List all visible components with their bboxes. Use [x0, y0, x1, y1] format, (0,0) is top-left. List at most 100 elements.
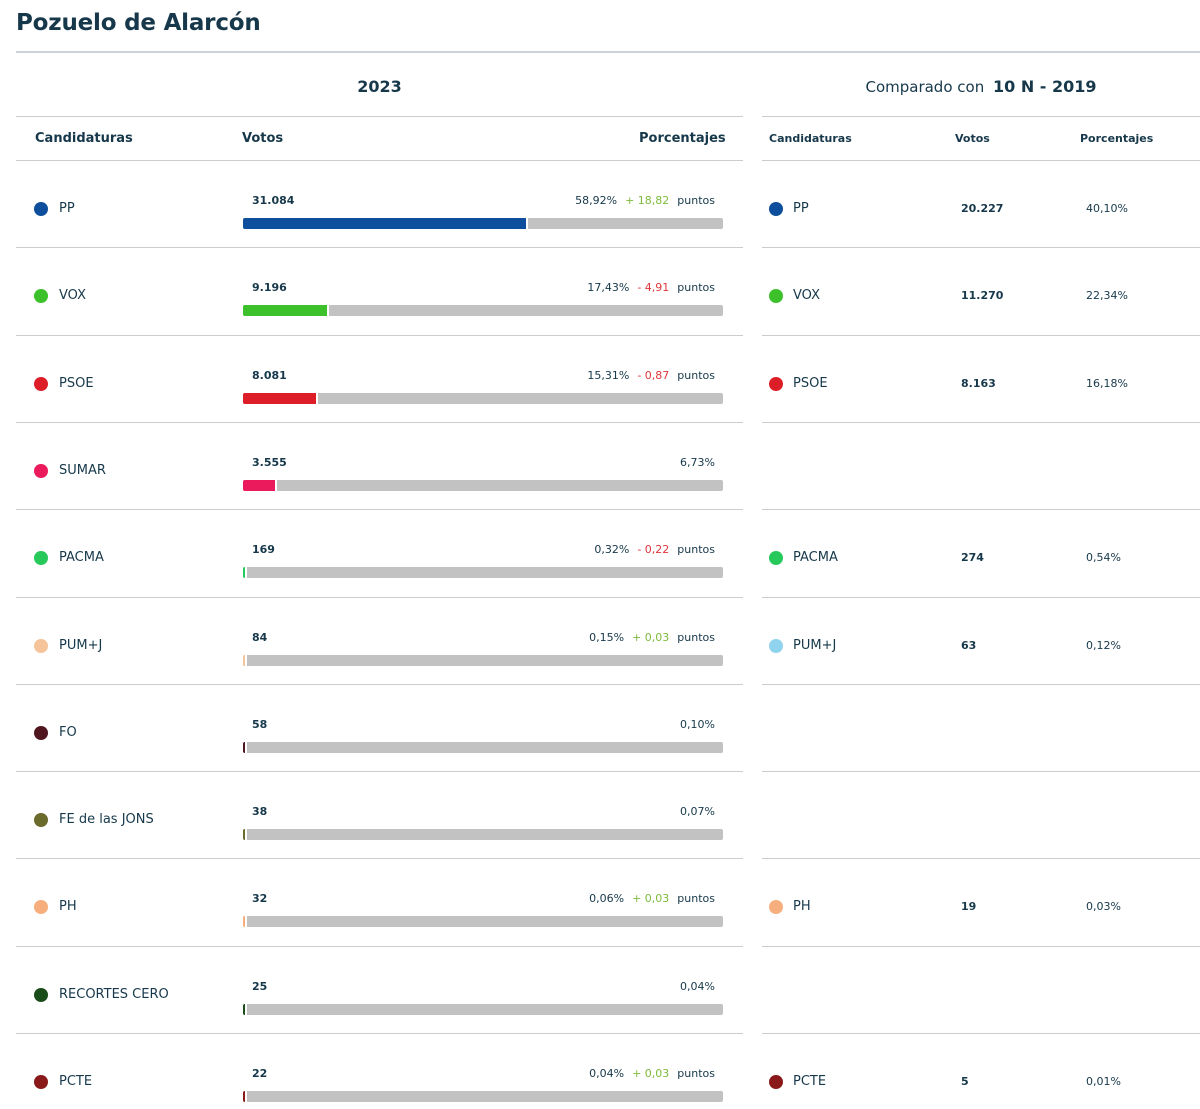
party-color-dot	[34, 813, 48, 828]
compare-percentage-value: 40,10%	[1086, 202, 1128, 215]
party-name: PCTE	[59, 1074, 93, 1089]
delta-value: + 0,03	[632, 1067, 670, 1080]
vote-share-fill	[243, 392, 319, 404]
vote-share-fill	[243, 654, 247, 666]
percentage-line: 17,43% - 4,91 puntos	[587, 281, 715, 294]
delta-value: + 18,82	[625, 194, 670, 207]
party-name: PH	[59, 899, 77, 915]
compare-votes-value: 19	[961, 900, 977, 914]
compare-percentage-value: 0,12%	[1086, 638, 1121, 652]
header-candidaturas: Candidaturas	[35, 131, 133, 146]
compare-percentage-value: 0,03%	[1086, 900, 1121, 914]
vote-share-bar	[243, 567, 723, 579]
percentage-line: 0,07%	[680, 805, 715, 818]
party-color-dot	[34, 725, 48, 740]
delta-value: + 0,03	[632, 630, 670, 644]
row-divider	[16, 509, 743, 510]
row-divider	[762, 597, 1200, 598]
party-color-dot	[34, 551, 48, 566]
compare-party-name: PSOE	[793, 375, 828, 391]
compare-party-name: PCTE	[793, 1074, 827, 1089]
row-divider	[16, 771, 743, 772]
vote-share-fill	[243, 479, 278, 491]
party-color-dot	[34, 987, 48, 1002]
percentage-line: 0,15% + 0,03 puntos	[589, 631, 715, 644]
delta-unit: puntos	[677, 194, 715, 207]
percentage-line: 0,06% + 0,03 puntos	[589, 892, 715, 905]
party-name: FO	[59, 724, 77, 740]
year-heading: 2023	[357, 77, 402, 96]
party-name: VOX	[59, 288, 86, 304]
delta-unit: puntos	[677, 1067, 715, 1080]
delta-value: - 0,22	[637, 543, 670, 557]
header-porcentajes: Porcentajes	[639, 131, 726, 146]
compare-party-color-dot	[769, 376, 783, 391]
row-divider	[762, 684, 1200, 685]
vote-share-bar	[243, 305, 723, 317]
row-divider	[762, 335, 1200, 336]
compare-header-votos: Votos	[955, 132, 990, 145]
percentage-line: 0,04% + 0,03 puntos	[589, 1067, 715, 1080]
vote-share-bar	[243, 1091, 723, 1102]
percentage-value: 0,06%	[589, 892, 625, 906]
compare-party-color-dot	[769, 289, 783, 304]
result-row: PUM+J 84 0,15% + 0,03 puntos PUM+J 63 0,12%	[0, 598, 1200, 685]
delta-value: + 0,03	[632, 892, 670, 906]
row-divider	[762, 858, 1200, 859]
vote-share-fill	[243, 916, 247, 928]
votes-value: 38	[252, 805, 268, 819]
percentage-value: 0,15%	[589, 630, 625, 644]
compare-votes-value: 5	[961, 1075, 969, 1088]
percentage-value: 0,10%	[680, 717, 715, 731]
row-divider	[16, 597, 743, 598]
percentage-value: 6,73%	[680, 455, 715, 469]
party-color-dot	[34, 638, 48, 653]
party-color-dot	[34, 376, 48, 391]
delta-unit: puntos	[677, 892, 715, 906]
votes-value: 8.081	[252, 368, 287, 382]
delta-value: - 0,87	[637, 368, 670, 382]
delta-value: - 4,91	[637, 281, 670, 295]
row-divider	[16, 858, 743, 859]
percentage-value: 0,07%	[680, 805, 715, 819]
vote-share-bar	[243, 218, 723, 229]
percentage-line: 0,10%	[680, 718, 715, 731]
row-divider	[16, 946, 743, 947]
row-divider	[16, 247, 743, 248]
vote-share-bar	[243, 829, 723, 841]
party-color-dot	[34, 202, 48, 216]
vote-share-bar	[243, 1003, 723, 1015]
row-divider	[762, 247, 1200, 248]
percentage-value: 0,04%	[680, 979, 715, 993]
percentage-line: 58,92% + 18,82 puntos	[575, 194, 715, 207]
compare-party-color-dot	[769, 900, 783, 915]
row-divider	[16, 335, 743, 336]
delta-unit: puntos	[677, 281, 715, 295]
party-name: PACMA	[59, 550, 104, 566]
compare-party-name: PACMA	[793, 550, 838, 566]
vote-share-fill	[243, 741, 247, 753]
compare-votes-value: 8.163	[961, 376, 996, 390]
vote-share-bar	[243, 654, 723, 666]
result-row: FO 58 0,10%	[0, 685, 1200, 772]
result-row: PSOE 8.081 15,31% - 0,87 puntos PSOE 8.163 16,1…	[0, 336, 1200, 423]
vote-share-bar	[243, 916, 723, 928]
party-name: PP	[59, 201, 75, 216]
compare-party-color-dot	[769, 1075, 783, 1089]
result-row: SUMAR 3.555 6,73%	[0, 423, 1200, 510]
comparison-heading: Comparado con 10 N - 2019	[762, 77, 1200, 96]
divider	[16, 160, 743, 161]
vote-share-fill	[243, 1003, 247, 1015]
party-color-dot	[34, 1075, 48, 1089]
row-divider	[762, 509, 1200, 510]
votes-value: 9.196	[252, 281, 287, 295]
comparison-election: 10 N - 2019	[992, 77, 1097, 96]
compare-party-color-dot	[769, 638, 783, 653]
party-color-dot	[34, 900, 48, 915]
compare-votes-value: 274	[961, 551, 984, 565]
compare-party-color-dot	[769, 551, 783, 566]
compare-votes-value: 20.227	[961, 202, 1004, 215]
compare-percentage-value: 16,18%	[1086, 376, 1128, 390]
percentage-line: 0,04%	[680, 980, 715, 993]
result-row: VOX 9.196 17,43% - 4,91 puntos VOX 11.270 22,34…	[0, 248, 1200, 335]
